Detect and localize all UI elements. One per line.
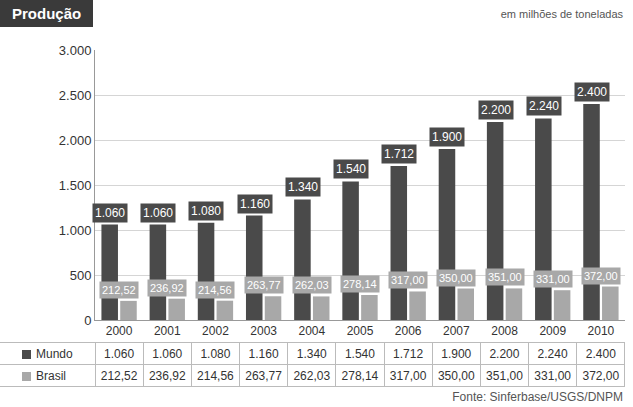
svg-text:331,00: 331,00 xyxy=(536,273,570,285)
html-text:1.080: 1.080 xyxy=(200,346,231,361)
html-text:2.400: 2.400 xyxy=(585,346,616,361)
svg-text:1.712: 1.712 xyxy=(384,147,414,161)
svg-text:500: 500 xyxy=(70,268,92,283)
svg-text:1.900: 1.900 xyxy=(432,130,462,144)
svg-text:1.080: 1.080 xyxy=(191,204,221,218)
html-text:2.200: 2.200 xyxy=(489,346,520,361)
html-text:263,77: 263,77 xyxy=(245,368,282,383)
svg-text:350,00: 350,00 xyxy=(439,272,473,284)
html-text:212,52: 212,52 xyxy=(100,368,138,383)
html-text:214,56: 214,56 xyxy=(197,368,234,383)
html-text:1.060: 1.060 xyxy=(104,346,135,361)
html-text:1.340: 1.340 xyxy=(296,346,327,361)
html-text:Brasil: Brasil xyxy=(36,368,66,383)
svg-text:2007: 2007 xyxy=(443,324,470,338)
svg-text:2.240: 2.240 xyxy=(529,99,559,113)
html-text:351,00: 351,00 xyxy=(486,368,523,383)
html-text:1.540: 1.540 xyxy=(344,346,375,361)
svg-text:2005: 2005 xyxy=(347,324,374,338)
svg-text:214,56: 214,56 xyxy=(198,284,232,296)
svg-text:278,14: 278,14 xyxy=(343,278,377,290)
svg-text:351,00: 351,00 xyxy=(488,271,522,283)
html-text:Produção: Produção xyxy=(12,5,82,22)
html-text:Mundo: Mundo xyxy=(36,346,73,361)
svg-text:2009: 2009 xyxy=(539,324,566,338)
html-text:1.060: 1.060 xyxy=(152,346,183,361)
svg-text:2003: 2003 xyxy=(250,324,277,338)
svg-text:1.000: 1.000 xyxy=(59,223,92,238)
svg-text:2000: 2000 xyxy=(106,324,133,338)
html-text:372,00: 372,00 xyxy=(582,368,620,383)
html-text:350,00: 350,00 xyxy=(437,368,475,383)
svg-text:3.000: 3.000 xyxy=(59,43,92,58)
svg-text:2008: 2008 xyxy=(491,324,518,338)
svg-text:317,00: 317,00 xyxy=(391,274,425,286)
svg-text:1.540: 1.540 xyxy=(336,162,366,176)
svg-text:212,52: 212,52 xyxy=(102,284,136,296)
svg-text:2.500: 2.500 xyxy=(59,88,92,103)
svg-text:263,77: 263,77 xyxy=(247,279,281,291)
svg-text:1.060: 1.060 xyxy=(95,206,125,220)
svg-text:2010: 2010 xyxy=(588,324,615,338)
html-text:262,03: 262,03 xyxy=(293,368,331,383)
svg-text:372,00: 372,00 xyxy=(584,270,618,282)
svg-text:1.160: 1.160 xyxy=(240,197,270,211)
html-text:em milhões de toneladas: em milhões de toneladas xyxy=(500,8,623,20)
html-text:1.160: 1.160 xyxy=(248,346,279,361)
html-text:278,14: 278,14 xyxy=(341,368,379,383)
svg-text:2001: 2001 xyxy=(154,324,181,338)
svg-text:1.060: 1.060 xyxy=(143,206,173,220)
svg-text:1.500: 1.500 xyxy=(59,178,92,193)
html-text:236,92: 236,92 xyxy=(148,368,186,383)
svg-text:2004: 2004 xyxy=(298,324,325,338)
svg-text:2006: 2006 xyxy=(395,324,422,338)
html-text:317,00: 317,00 xyxy=(389,368,427,383)
svg-text:2.200: 2.200 xyxy=(481,103,511,117)
html-text:1.712: 1.712 xyxy=(393,346,424,361)
html-text:1.900: 1.900 xyxy=(441,346,472,361)
svg-text:1.340: 1.340 xyxy=(288,180,318,194)
html-text:331,00: 331,00 xyxy=(534,368,571,383)
html-text:2.240: 2.240 xyxy=(537,346,568,361)
svg-text:262,03: 262,03 xyxy=(295,279,329,291)
svg-text:2002: 2002 xyxy=(202,324,229,338)
svg-text:236,92: 236,92 xyxy=(150,282,184,294)
svg-text:2.000: 2.000 xyxy=(59,133,92,148)
svg-text:0: 0 xyxy=(84,313,91,328)
html-text:Fonte: Sinferbase/USGS/DNPM: Fonte: Sinferbase/USGS/DNPM xyxy=(452,390,623,404)
svg-text:2.400: 2.400 xyxy=(577,85,607,99)
